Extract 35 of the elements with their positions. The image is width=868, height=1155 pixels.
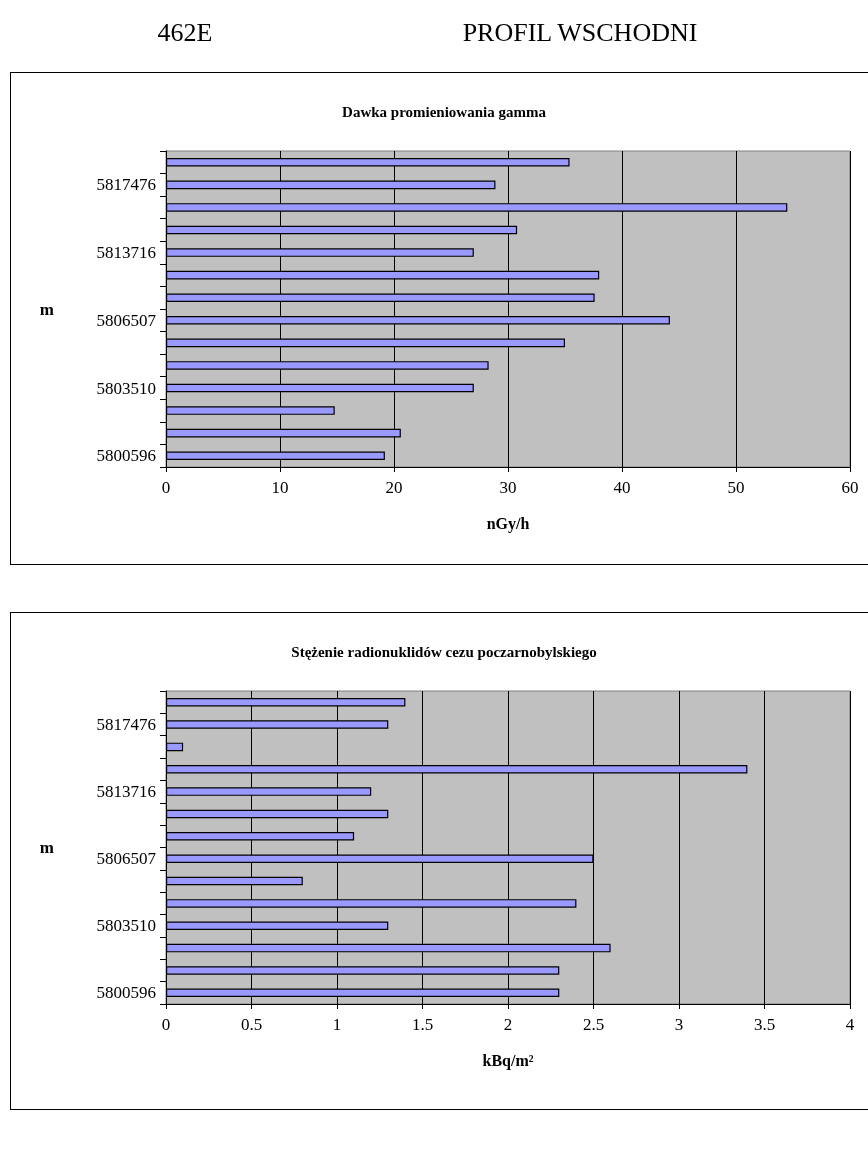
y-axis-title: m <box>39 299 54 319</box>
x-tick-label: 50 <box>727 478 745 497</box>
x-axis-title: kBq/m² <box>482 1051 534 1070</box>
x-tick-label: 30 <box>499 478 517 497</box>
y-tick-label: 5813716 <box>96 782 156 802</box>
y-axis-title: m <box>39 838 54 857</box>
x-tick-label: 1.5 <box>411 1015 434 1034</box>
x-tick-label: 4 <box>845 1015 855 1034</box>
x-tick-label: 0 <box>161 1015 171 1034</box>
x-tick-label: 60 <box>841 478 859 497</box>
y-tick-label: 5800596 <box>96 446 156 466</box>
x-tick-label: 0.5 <box>240 1015 263 1034</box>
x-tick-label: 20 <box>385 478 403 497</box>
y-tick-label: 5817476 <box>96 715 156 735</box>
y-tick-label: 5813716 <box>96 243 156 263</box>
y-tick-label: 5817476 <box>96 175 156 195</box>
x-tick-label: 40 <box>613 478 631 497</box>
y-tick-label: 5806507 <box>96 310 157 330</box>
y-tick-label: 5806507 <box>96 849 157 869</box>
x-tick-label: 2 <box>503 1015 513 1034</box>
text: PROFIL WSCHODNI <box>462 18 698 48</box>
x-tick-label: 2.5 <box>582 1015 605 1034</box>
x-tick-label: 3 <box>674 1015 684 1034</box>
chart-title: Stężenie radionuklidów cezu poczarnobylskiego <box>291 643 597 660</box>
x-tick-label: 1 <box>332 1015 342 1034</box>
x-tick-label: 10 <box>271 478 289 497</box>
x-axis-title: nGy/h <box>486 514 530 533</box>
y-tick-label: 5803510 <box>96 916 156 936</box>
text: 462E <box>157 18 213 48</box>
bar <box>166 742 184 752</box>
y-tick-label: 5803510 <box>96 378 156 398</box>
chart-title: Dawka promieniowania gamma <box>342 103 547 120</box>
y-tick-label: 5800596 <box>96 983 156 1003</box>
x-tick-label: 3.5 <box>753 1015 776 1034</box>
x-tick-label: 0 <box>161 478 171 497</box>
